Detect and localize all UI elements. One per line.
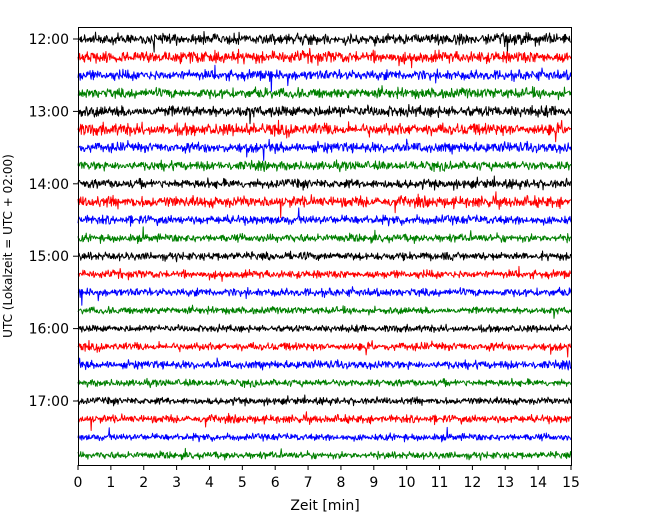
x-tick-label: 14: [529, 475, 547, 491]
trace-1415: [77, 191, 572, 219]
x-tick-label: 10: [398, 475, 416, 491]
trace-1245: [77, 85, 572, 101]
trace-1600: [77, 323, 572, 333]
x-tick-label: 1: [106, 475, 115, 491]
trace-1630: [77, 357, 572, 371]
trace-1730: [77, 426, 572, 443]
trace-1745: [77, 447, 572, 461]
y-tick-label: 12:00: [29, 32, 69, 48]
trace-1330: [77, 138, 572, 162]
trace-1645: [77, 377, 572, 389]
trace-1700: [77, 394, 572, 407]
x-tick-label: 9: [369, 475, 378, 491]
x-tick-label: 0: [74, 475, 83, 491]
y-axis: 12:00 13:00 14:00 15:00 16:00 17:00: [29, 32, 78, 410]
x-tick-label: 11: [431, 475, 449, 491]
x-tick-label: 6: [271, 475, 280, 491]
trace-1500: [77, 250, 572, 263]
plot-frame: [78, 27, 572, 466]
trace-1315: [77, 119, 572, 143]
y-tick-label: 14:00: [29, 177, 69, 193]
x-tick-label: 5: [238, 475, 247, 491]
y-axis-label: UTC (Lokalzeit = UTC + 02:00): [1, 154, 15, 338]
trace-1200: [77, 30, 572, 53]
trace-1530: [77, 286, 572, 306]
trace-1715: [77, 411, 572, 432]
x-tick-label: 12: [463, 475, 481, 491]
x-tick-label: 13: [496, 475, 514, 491]
trace-1230: [77, 64, 572, 92]
trace-1515: [77, 265, 572, 282]
x-tick-label: 8: [336, 475, 345, 491]
trace-1430: [77, 207, 572, 227]
trace-1215: [77, 47, 572, 69]
y-tick-label: 15:00: [29, 249, 69, 265]
x-tick-label: 15: [562, 475, 580, 491]
trace-1615: [77, 340, 572, 358]
trace-group: [77, 30, 572, 461]
y-tick-label: 17:00: [29, 394, 69, 410]
trace-1545: [77, 304, 572, 319]
trace-1445: [77, 226, 572, 244]
y-tick-label: 16:00: [29, 322, 69, 338]
x-tick-label: 4: [205, 475, 214, 491]
x-tick-label: 7: [304, 475, 313, 491]
x-axis: 0 1 2 3 4 5 6 7 8 9 10 11 12 13 14 15: [74, 465, 580, 491]
trace-1300: [77, 103, 572, 125]
trace-1345: [77, 159, 572, 173]
trace-1400: [77, 175, 572, 191]
x-tick-label: 3: [172, 475, 181, 491]
y-tick-label: 13:00: [29, 104, 69, 120]
x-tick-label: 2: [139, 475, 148, 491]
x-axis-label: Zeit [min]: [290, 498, 359, 514]
